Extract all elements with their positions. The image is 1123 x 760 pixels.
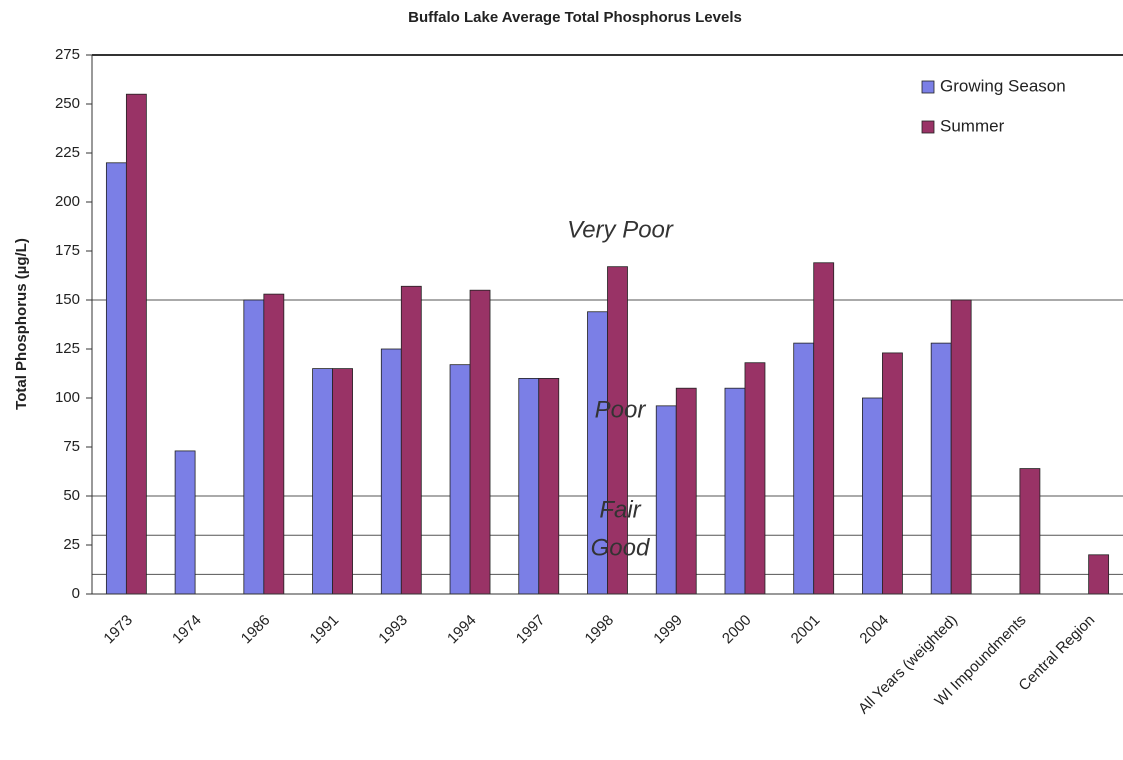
- y-tick-label: 50: [63, 487, 80, 504]
- x-tick-label: 2004: [856, 612, 892, 648]
- bar: [1088, 554, 1110, 595]
- y-tick-label: 275: [55, 46, 80, 63]
- bar: [1019, 468, 1041, 595]
- y-tick-label: 100: [55, 389, 80, 406]
- x-tick-label: 1991: [307, 612, 343, 648]
- y-tick-label: 200: [55, 193, 80, 210]
- y-tick-label: 75: [63, 438, 80, 455]
- y-tick-label: 25: [63, 536, 80, 553]
- bar: [538, 377, 560, 595]
- x-tick-label: 1997: [513, 612, 549, 648]
- bar: [793, 342, 815, 595]
- x-tick-label: 1974: [169, 612, 205, 648]
- x-tick-label: 1998: [582, 612, 618, 648]
- bar: [675, 387, 697, 595]
- legend-label: Summer: [940, 116, 1005, 135]
- y-tick-label: 225: [55, 144, 80, 161]
- bar: [655, 405, 677, 595]
- bar: [312, 368, 333, 595]
- annotation: Very Poor: [567, 216, 674, 243]
- y-tick-label: 175: [55, 242, 80, 259]
- bar: [469, 289, 491, 595]
- bar: [174, 450, 196, 595]
- x-tick-label: 1999: [650, 612, 686, 648]
- bar: [263, 293, 285, 595]
- x-tick-label: 1994: [444, 612, 480, 648]
- annotation: Poor: [595, 396, 647, 423]
- x-tick-label: 2000: [719, 612, 755, 648]
- x-tick-label: 1993: [375, 612, 411, 648]
- bar: [862, 397, 883, 595]
- bar: [744, 362, 766, 595]
- bar: [380, 348, 402, 595]
- bar: [813, 262, 835, 595]
- bar: [518, 377, 540, 595]
- y-axis-title: Total Phosphorus (µg/L): [13, 238, 30, 410]
- legend-swatch: [921, 80, 935, 94]
- bar: [400, 285, 422, 595]
- y-tick-label: 150: [55, 291, 80, 308]
- y-tick-label: 250: [55, 95, 80, 112]
- legend-label: Growing Season: [940, 76, 1066, 95]
- annotation: Good: [591, 534, 650, 561]
- chart-title: Buffalo Lake Average Total Phosphorus Le…: [408, 9, 742, 26]
- legend-swatch: [921, 120, 935, 134]
- bar: [125, 93, 147, 595]
- x-tick-label: 1986: [238, 612, 274, 648]
- bar: [105, 162, 127, 595]
- bar: [882, 352, 903, 595]
- y-tick-label: 0: [72, 585, 80, 602]
- bar: [950, 299, 972, 595]
- x-tick-label: 2001: [788, 612, 824, 648]
- y-tick-label: 125: [55, 340, 80, 357]
- bar: [930, 342, 952, 595]
- x-tick-label: 1973: [100, 612, 136, 648]
- bar: [332, 368, 353, 595]
- bar: [449, 364, 471, 595]
- bar: [243, 299, 265, 595]
- bar: [724, 387, 746, 595]
- annotation: Fair: [599, 496, 641, 523]
